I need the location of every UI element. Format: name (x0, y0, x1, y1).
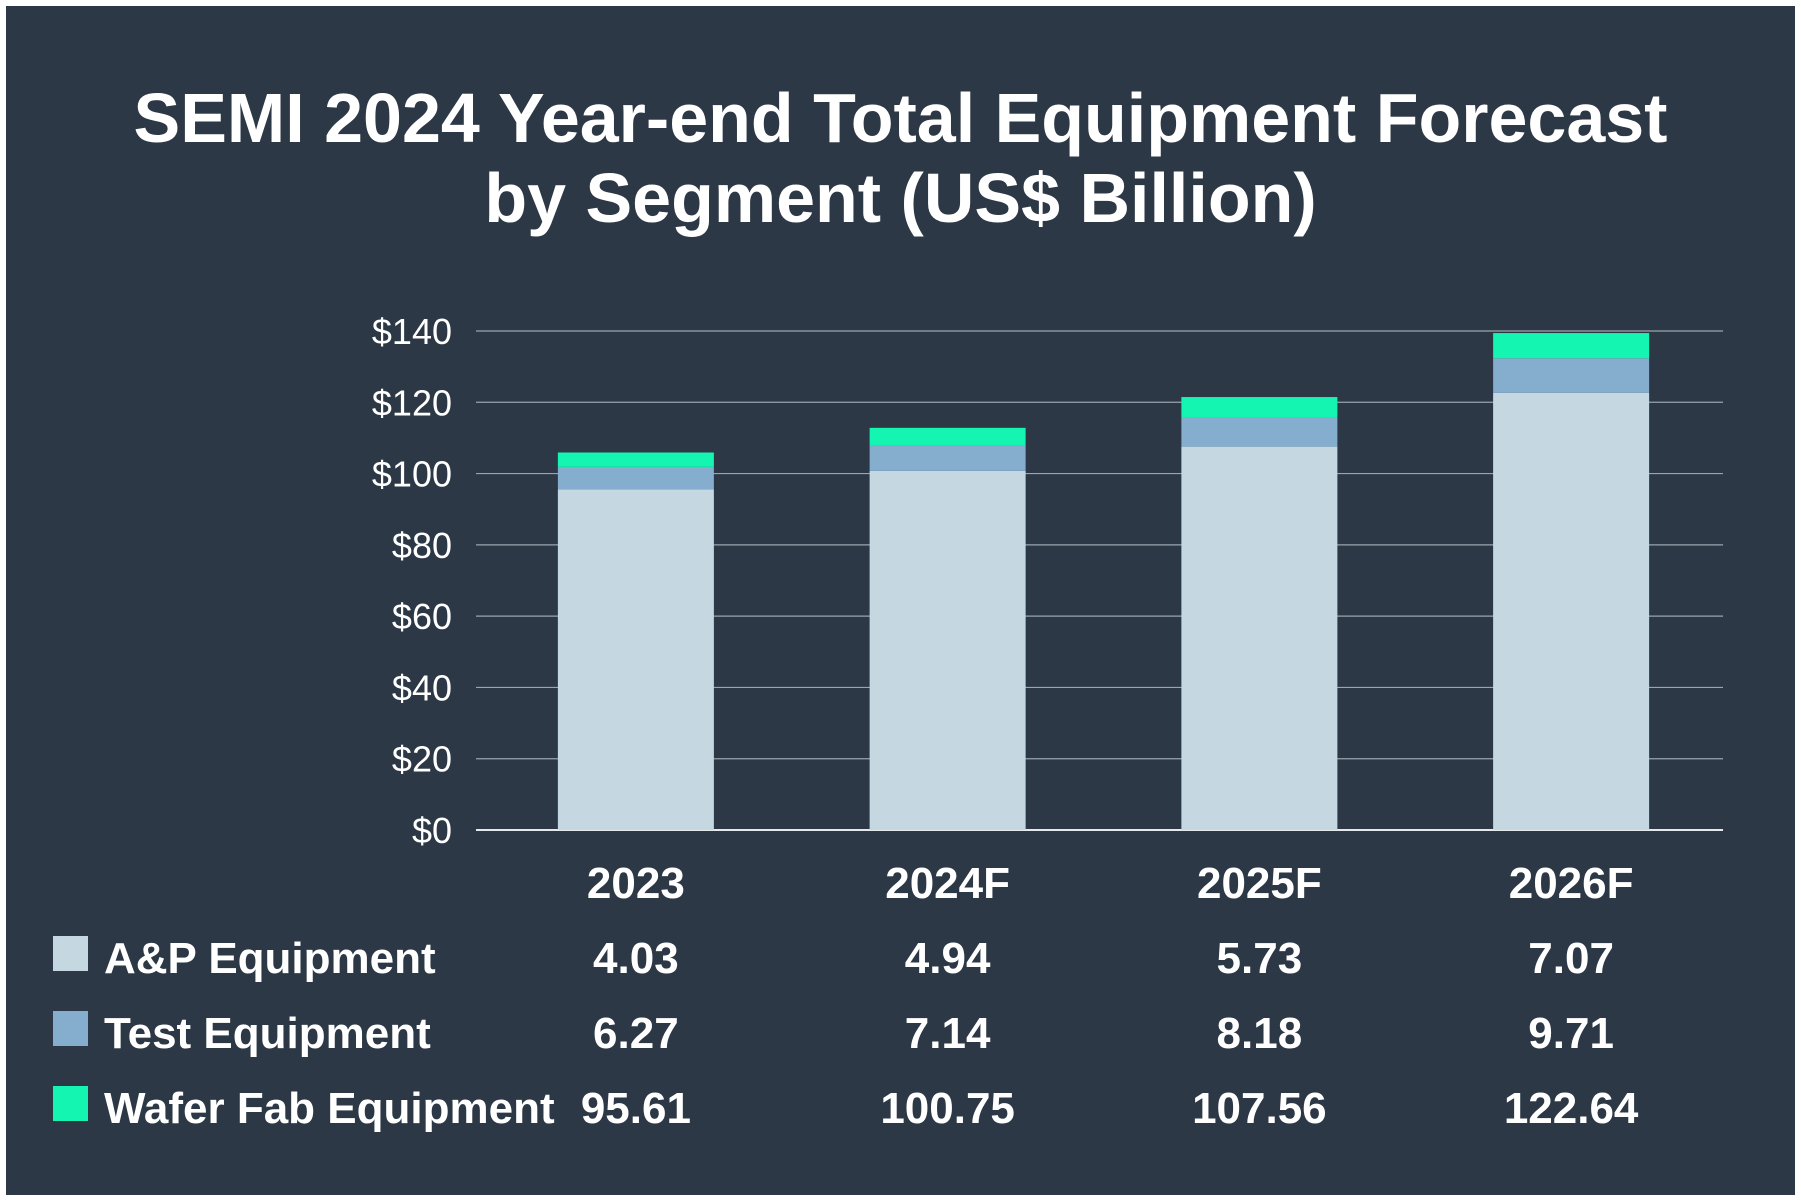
bar-segment-wafer-fab (1181, 446, 1338, 830)
bar-segment-wafer-fab (1493, 392, 1650, 830)
y-tick-label: $0 (412, 810, 452, 851)
y-tick-label: $80 (392, 525, 452, 566)
x-category-label: 2025F (1197, 859, 1322, 908)
bar-segment-test (1181, 417, 1338, 447)
data-table-value: 9.71 (1528, 1009, 1614, 1058)
legend-label: Wafer Fab Equipment (104, 1084, 555, 1133)
bar-segment-wafer-fab (557, 489, 714, 830)
data-table-value: 100.75 (880, 1084, 1015, 1133)
chart-title-line-1: SEMI 2024 Year-end Total Equipment Forec… (133, 79, 1668, 157)
data-table-value: 4.03 (593, 934, 679, 983)
bar-segment-ap (557, 452, 714, 467)
x-category-label: 2026F (1509, 859, 1634, 908)
y-tick-label: $140 (372, 311, 452, 352)
y-tick-label: $40 (392, 667, 452, 708)
bar-segment-ap (1181, 397, 1338, 418)
y-tick-label: $100 (372, 454, 452, 495)
chart-title-line-2: by Segment (US$ Billion) (484, 159, 1317, 237)
data-table-value: 95.61 (581, 1084, 691, 1133)
data-table-value: 4.94 (905, 934, 991, 983)
data-table-value: 7.07 (1528, 934, 1614, 983)
legend-label: A&P Equipment (104, 934, 436, 983)
data-table-value: 7.14 (905, 1009, 991, 1058)
y-tick-label: $120 (372, 382, 452, 423)
legend-swatch (53, 1086, 88, 1121)
data-table-value: 122.64 (1504, 1084, 1639, 1133)
y-tick-label: $60 (392, 596, 452, 637)
chart-title: SEMI 2024 Year-end Total Equipment Forec… (6, 78, 1795, 238)
bar-segment-test (869, 445, 1026, 471)
stacked-bar-chart: $0 $20 $40 $60 $80 $100 $120 $140 2023 2024F 2025F… (53, 311, 1723, 1133)
bar-segment-ap (869, 427, 1026, 446)
bar-segment-test (1493, 358, 1650, 393)
x-category-label: 2023 (587, 859, 685, 908)
data-table-value: 6.27 (593, 1009, 679, 1058)
x-category-label: 2024F (885, 859, 1010, 908)
legend-label: Test Equipment (104, 1009, 431, 1058)
data-table-value: 8.18 (1217, 1009, 1303, 1058)
bar-segment-ap (1493, 333, 1650, 359)
bar-segment-test (557, 466, 714, 490)
y-tick-label: $20 (392, 739, 452, 780)
data-table-value: 5.73 (1217, 934, 1303, 983)
bar-segment-wafer-fab (869, 470, 1026, 830)
chart-panel: SEMI 2024 Year-end Total Equipment Forec… (6, 6, 1795, 1195)
data-table-value: 107.56 (1192, 1084, 1327, 1133)
legend-swatch (53, 936, 88, 971)
legend-swatch (53, 1011, 88, 1046)
